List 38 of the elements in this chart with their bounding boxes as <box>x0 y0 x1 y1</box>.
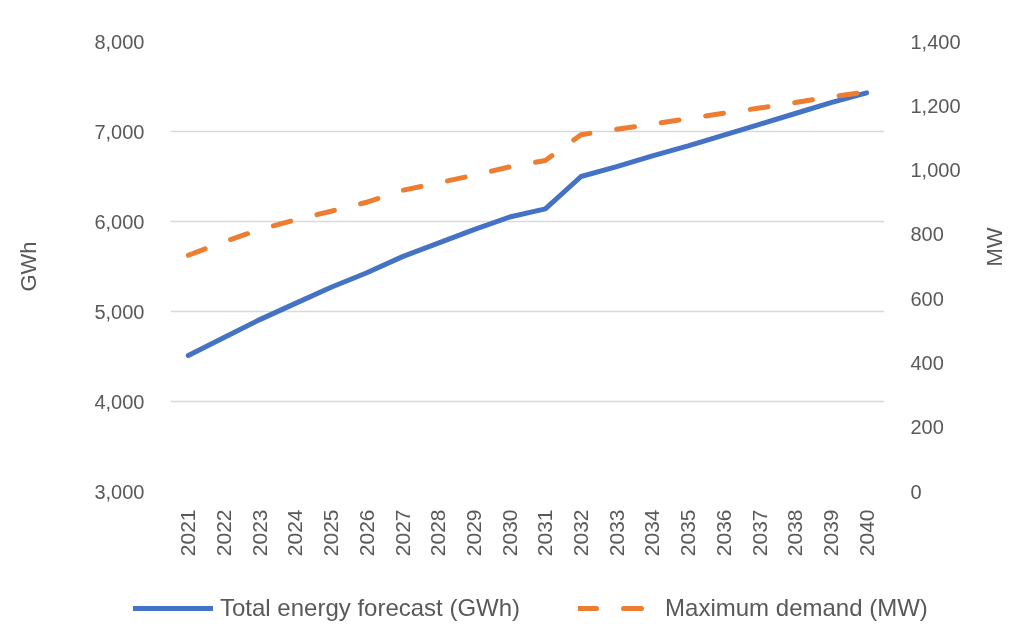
x-tick-label: 2034 <box>640 509 664 557</box>
y-tick-label: 5,000 <box>94 300 145 323</box>
x-tick-label: 2025 <box>319 509 343 557</box>
y2-tick-label: 1,400 <box>910 30 961 53</box>
y2-tick-label: 600 <box>910 287 944 310</box>
x-tick-label: 2022 <box>212 509 236 557</box>
x-tick-label: 2040 <box>854 509 878 557</box>
y2-tick-label: 800 <box>910 223 944 246</box>
x-tick-label: 2028 <box>426 509 450 557</box>
x-tick-label: 2035 <box>676 509 700 557</box>
x-tick-label: 2026 <box>354 509 378 557</box>
x-tick-label: 2027 <box>390 509 414 557</box>
x-tick-label: 2033 <box>604 509 628 557</box>
y-tick-label: 6,000 <box>94 210 145 233</box>
y2-tick-label: 400 <box>910 351 944 374</box>
x-tick-label: 2038 <box>783 509 807 557</box>
x-tick-label: 2029 <box>461 509 485 557</box>
x-tick-label: 2039 <box>818 509 842 557</box>
x-tick-label: 2037 <box>747 509 771 557</box>
y2-tick-label: 1,200 <box>910 94 961 117</box>
y-tick-label: 8,000 <box>94 30 145 53</box>
y-tick-label: 7,000 <box>94 120 145 143</box>
legend-label: Total energy forecast (GWh) <box>220 594 521 622</box>
y-tick-label: 4,000 <box>94 390 145 413</box>
x-tick-label: 2030 <box>497 509 521 557</box>
x-tick-label: 2031 <box>533 509 557 557</box>
y2-tick-label: 200 <box>910 416 944 439</box>
y2-axis-title: MW <box>982 227 1008 267</box>
x-tick-label: 2032 <box>569 509 593 557</box>
x-tick-label: 2021 <box>176 509 200 557</box>
legend-label: Maximum demand (MW) <box>665 594 928 622</box>
y2-tick-label: 0 <box>910 480 922 503</box>
y2-tick-label: 1,000 <box>910 159 961 182</box>
x-tick-label: 2036 <box>711 509 735 557</box>
y-axis-title: GWh <box>16 241 42 292</box>
x-tick-label: 2023 <box>247 509 271 557</box>
x-tick-label: 2024 <box>283 509 307 557</box>
y-tick-label: 3,000 <box>94 480 145 503</box>
